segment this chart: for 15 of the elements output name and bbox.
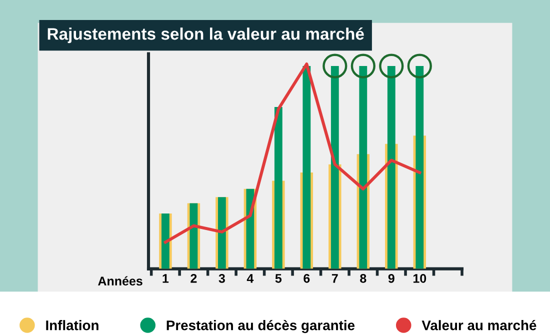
legend-label: Prestation au décès garantie xyxy=(166,320,355,334)
x-axis-title: Années xyxy=(98,276,142,286)
legend-label: Inflation xyxy=(46,320,98,330)
chart-title: Rajustements selon la valeur au marché xyxy=(48,27,364,44)
x-tick-label: 1 xyxy=(162,274,169,283)
x-tick-label: 3 xyxy=(218,274,225,283)
x-tick-label: 4 xyxy=(246,274,254,283)
x-tick-label: 5 xyxy=(275,274,282,283)
x-tick-label: 8 xyxy=(360,274,366,283)
x-tick-label: 6 xyxy=(304,274,310,283)
x-tick-label: 9 xyxy=(388,274,394,283)
legend-label: Valeur au marché xyxy=(422,320,536,330)
x-tick-label: 10 xyxy=(413,274,426,283)
x-tick-label: 7 xyxy=(332,274,338,283)
x-tick-label: 2 xyxy=(190,274,197,283)
